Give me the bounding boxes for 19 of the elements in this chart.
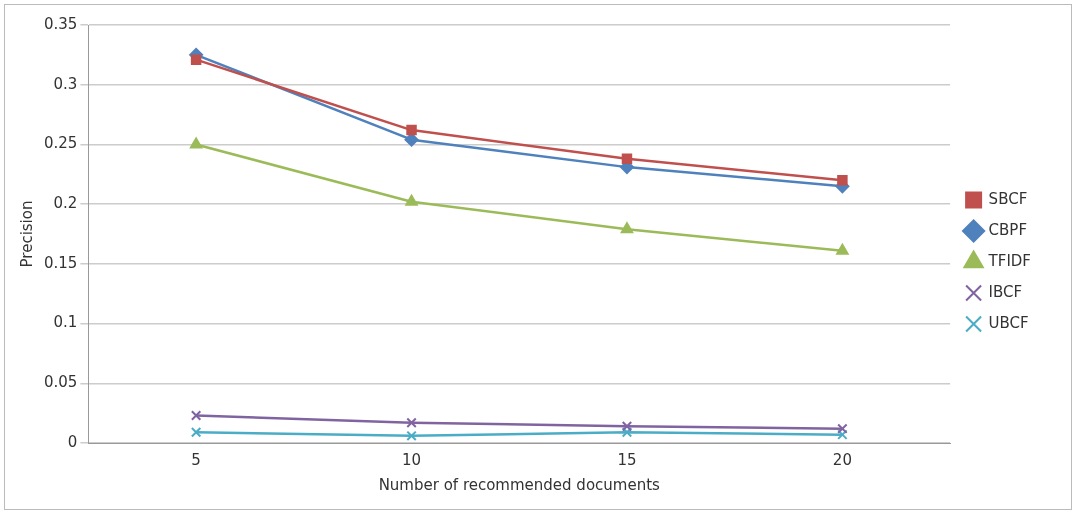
legend-label: TFIDF [987, 251, 1032, 270]
x-tick-label: 10 [401, 450, 422, 469]
x-tick-label: 20 [832, 450, 852, 469]
y-axis-title: Precision [17, 200, 36, 268]
y-tick-label: 0.15 [43, 253, 78, 272]
legend-label: SBCF [988, 189, 1028, 208]
y-tick-label: 0.1 [53, 313, 78, 332]
x-tick-label: 15 [617, 450, 637, 469]
y-tick-label: 0.25 [43, 134, 78, 153]
y-tick-label: 0.2 [53, 194, 78, 213]
legend-label: UBCF [988, 313, 1029, 332]
legend-label: CBPF [988, 220, 1028, 239]
x-tick-label: 5 [191, 450, 201, 469]
y-tick-label: 0.05 [43, 373, 78, 392]
y-tick-label: 0.3 [53, 74, 78, 93]
y-tick-label: 0 [67, 432, 78, 451]
legend-label: IBCF [988, 282, 1023, 301]
y-tick-label: 0.35 [43, 14, 78, 33]
x-axis-title: Number of recommended documents [378, 475, 661, 494]
